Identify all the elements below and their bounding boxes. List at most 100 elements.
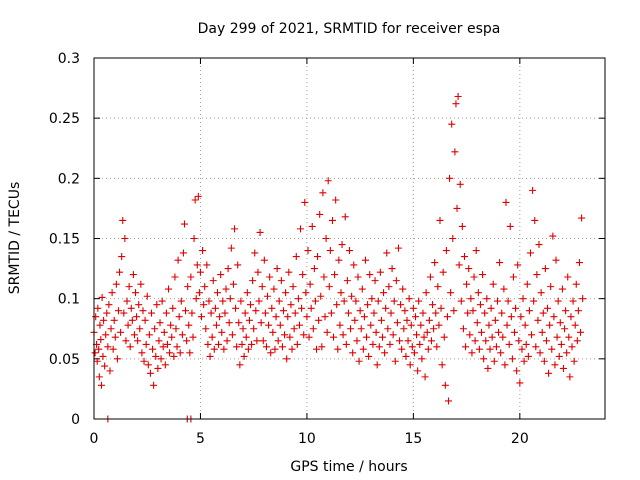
data-point bbox=[435, 321, 443, 329]
data-point bbox=[380, 289, 388, 297]
data-point bbox=[150, 381, 158, 389]
data-point bbox=[571, 321, 579, 329]
data-point bbox=[562, 307, 570, 315]
data-point bbox=[503, 321, 511, 329]
data-point bbox=[325, 283, 333, 291]
data-point bbox=[198, 313, 206, 321]
data-point bbox=[340, 297, 348, 305]
data-points bbox=[90, 93, 587, 423]
data-point bbox=[504, 297, 512, 305]
data-point bbox=[521, 321, 529, 329]
data-point bbox=[142, 340, 150, 348]
data-point bbox=[495, 328, 503, 336]
data-point bbox=[172, 325, 180, 333]
data-point bbox=[298, 304, 306, 312]
data-point bbox=[544, 304, 552, 312]
data-point bbox=[347, 325, 355, 333]
data-point bbox=[201, 283, 209, 291]
data-point bbox=[415, 297, 423, 305]
data-point bbox=[179, 249, 187, 257]
data-point bbox=[139, 307, 147, 315]
data-point bbox=[414, 367, 422, 375]
data-point bbox=[478, 328, 486, 336]
data-point bbox=[364, 301, 372, 309]
data-point bbox=[99, 352, 107, 360]
data-point bbox=[402, 352, 410, 360]
data-point bbox=[204, 340, 212, 348]
data-point bbox=[501, 361, 509, 369]
data-point bbox=[121, 235, 129, 242]
data-point bbox=[145, 331, 153, 339]
data-point bbox=[536, 349, 544, 357]
data-point bbox=[524, 352, 532, 360]
data-point bbox=[366, 271, 374, 279]
data-point bbox=[416, 340, 424, 348]
data-point bbox=[387, 309, 395, 317]
data-point bbox=[419, 309, 427, 317]
data-point bbox=[269, 328, 277, 336]
data-point bbox=[473, 319, 481, 327]
data-point bbox=[186, 349, 194, 357]
data-point bbox=[367, 321, 375, 329]
data-point bbox=[103, 309, 111, 317]
data-point bbox=[125, 283, 133, 291]
data-point bbox=[229, 280, 237, 288]
data-point bbox=[187, 273, 195, 281]
data-point bbox=[539, 309, 547, 317]
data-point bbox=[567, 313, 575, 321]
data-point bbox=[363, 333, 371, 341]
data-point bbox=[170, 352, 178, 360]
data-point bbox=[396, 337, 404, 345]
data-point bbox=[262, 343, 270, 351]
data-point bbox=[346, 247, 353, 255]
data-point bbox=[498, 309, 506, 317]
data-point bbox=[228, 331, 236, 339]
data-point bbox=[222, 285, 230, 293]
data-point bbox=[273, 265, 281, 273]
data-point bbox=[315, 316, 323, 324]
data-point bbox=[194, 192, 202, 200]
data-point bbox=[123, 297, 131, 305]
data-point bbox=[462, 343, 470, 351]
data-point bbox=[385, 283, 393, 291]
data-point bbox=[113, 355, 121, 363]
data-point bbox=[455, 261, 463, 269]
data-point bbox=[528, 331, 536, 339]
plot-frame bbox=[93, 57, 606, 420]
data-point bbox=[506, 222, 514, 230]
data-point bbox=[254, 268, 262, 276]
data-point bbox=[237, 297, 245, 305]
data-point bbox=[275, 297, 283, 305]
data-point bbox=[320, 273, 328, 281]
data-point bbox=[252, 307, 260, 315]
data-point bbox=[302, 289, 310, 297]
data-point bbox=[108, 289, 116, 297]
data-point bbox=[483, 295, 491, 303]
data-point bbox=[259, 337, 267, 345]
data-point bbox=[420, 333, 428, 341]
data-point bbox=[221, 309, 229, 317]
data-point bbox=[323, 328, 331, 336]
data-point bbox=[278, 343, 286, 351]
data-point bbox=[574, 307, 582, 315]
data-point bbox=[266, 273, 274, 281]
data-point bbox=[445, 397, 453, 405]
data-point bbox=[534, 316, 542, 324]
data-point bbox=[124, 321, 132, 329]
data-point bbox=[152, 352, 160, 360]
data-point bbox=[400, 325, 408, 333]
data-point bbox=[537, 289, 545, 297]
data-point bbox=[202, 325, 210, 333]
data-point bbox=[519, 295, 527, 303]
data-point bbox=[475, 345, 483, 353]
data-point bbox=[525, 307, 533, 315]
data-point bbox=[284, 313, 292, 321]
y-tick-label: 0.3 bbox=[58, 51, 80, 67]
data-point bbox=[399, 285, 407, 293]
data-point bbox=[398, 345, 406, 353]
data-point bbox=[568, 343, 576, 351]
data-point bbox=[174, 256, 182, 264]
data-point bbox=[223, 337, 231, 345]
data-point bbox=[487, 304, 495, 312]
data-point bbox=[159, 343, 167, 351]
